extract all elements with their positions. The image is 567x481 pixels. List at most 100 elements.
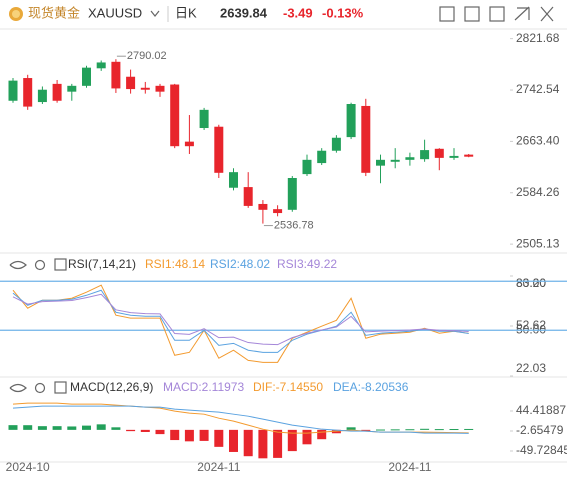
candle-body (126, 76, 136, 90)
eye-icon[interactable] (9, 260, 27, 270)
macd-bar (376, 429, 385, 431)
y-tick-label: -2.65479 (516, 423, 564, 437)
toolbar (439, 6, 554, 22)
macd-bar (111, 427, 121, 430)
change-percent: -0.13% (322, 5, 364, 20)
legend-entry: DEA:-8.20536 (333, 380, 409, 394)
y-tick-label: 2584.26 (516, 185, 560, 199)
legend-entry: RSI1:48.14 (145, 257, 205, 271)
tool-button[interactable] (540, 6, 554, 22)
macd-bar (170, 429, 180, 441)
candle-body (331, 137, 341, 151)
candle-body (287, 178, 297, 210)
macd-bar (37, 426, 47, 430)
y-tick-label: -49.72845 (516, 443, 567, 457)
candle-body (170, 84, 180, 147)
y-tick-label: 44.41887 (516, 403, 566, 417)
y-tick-label: 50.00 (516, 322, 546, 336)
macd-bar (317, 429, 327, 440)
macd-bar (199, 429, 209, 441)
candle-body (52, 83, 62, 101)
y-tick-label: 83.20 (516, 276, 546, 290)
x-tick-label: 2024-10 (6, 460, 50, 474)
candle-body (229, 172, 238, 188)
candle-body (37, 89, 47, 103)
macd-bar (82, 425, 91, 430)
candle-body (273, 209, 283, 214)
macd-line (12, 405, 469, 434)
macd-bar (243, 429, 253, 457)
macd-line (12, 402, 469, 434)
candle-body (317, 150, 327, 164)
candle-body (67, 85, 77, 92)
macd-bar (52, 426, 62, 430)
candle-body (258, 203, 268, 210)
candle-body (434, 148, 444, 158)
macd-bar (126, 429, 136, 432)
macd-bar (449, 429, 459, 431)
indicator-title: RSI(7,14,21) (68, 257, 136, 271)
macd-bar (287, 429, 297, 452)
candle-body (405, 157, 415, 160)
macd-header: MACD(12,26,9) (9, 380, 153, 394)
tool-button[interactable] (489, 6, 505, 22)
macd-bar (361, 429, 371, 431)
macd-bar (464, 428, 474, 430)
tool-button[interactable] (439, 6, 455, 22)
y-tick-label: 80.00 (516, 276, 546, 290)
candle-body (140, 87, 150, 90)
macd-bar (67, 426, 77, 430)
symbol-name: 现货黄金 (28, 5, 80, 20)
period[interactable]: 日K (175, 5, 197, 20)
y-tick-label: 2821.68 (516, 31, 560, 45)
price: 2639.84 (220, 5, 268, 20)
y-tick-label: 22.03 (516, 361, 546, 375)
macd-bar (302, 429, 312, 445)
rsi-line (12, 289, 469, 353)
candle-body (96, 62, 106, 69)
macd-bar (155, 429, 165, 435)
dropdown-arrow[interactable] (150, 10, 160, 17)
macd-bar (8, 425, 18, 430)
candle-body (390, 159, 400, 162)
candle-body (23, 78, 33, 107)
macd-bar (405, 429, 415, 431)
gear-icon[interactable] (34, 382, 46, 394)
gear-icon[interactable] (34, 259, 46, 271)
candle-body (155, 85, 165, 92)
candle-body (346, 104, 356, 138)
candle-body (420, 150, 430, 160)
expand-icon[interactable] (54, 258, 67, 271)
macd-bar (346, 427, 356, 430)
eye-icon[interactable] (9, 383, 27, 393)
y-tick-label: 2663.40 (516, 134, 560, 148)
candle-body (302, 159, 312, 175)
symbol-icon (12, 10, 20, 18)
indicator-title: MACD(12,26,9) (70, 380, 153, 394)
macd-bar (214, 429, 224, 447)
expand-icon[interactable] (54, 381, 67, 394)
tool-button[interactable] (514, 6, 530, 21)
macd-bar (420, 428, 430, 430)
y-tick-label: 2742.54 (516, 82, 560, 96)
rsi-header: RSI(7,14,21) (9, 257, 136, 271)
legend-entry: DIF:-7.14550 (253, 380, 323, 394)
symbol-code[interactable]: XAUUSD (88, 5, 142, 20)
candle-body (184, 141, 194, 147)
macd-bar (229, 429, 238, 452)
candle-body (376, 159, 385, 166)
legend-entry: MACD:2.11973 (163, 380, 244, 394)
tool-button[interactable] (464, 6, 480, 22)
candle-body (111, 61, 121, 89)
min-label: 2536.78 (274, 219, 314, 231)
candle-body (82, 67, 91, 86)
candle-body (243, 187, 253, 206)
macd-bar (96, 424, 106, 430)
y-tick-label: 52.62 (516, 318, 546, 332)
macd-bar (140, 429, 150, 432)
macd-bar (258, 429, 268, 459)
candle-body (449, 155, 459, 158)
rsi-line (12, 284, 469, 363)
candle-body (8, 80, 18, 101)
